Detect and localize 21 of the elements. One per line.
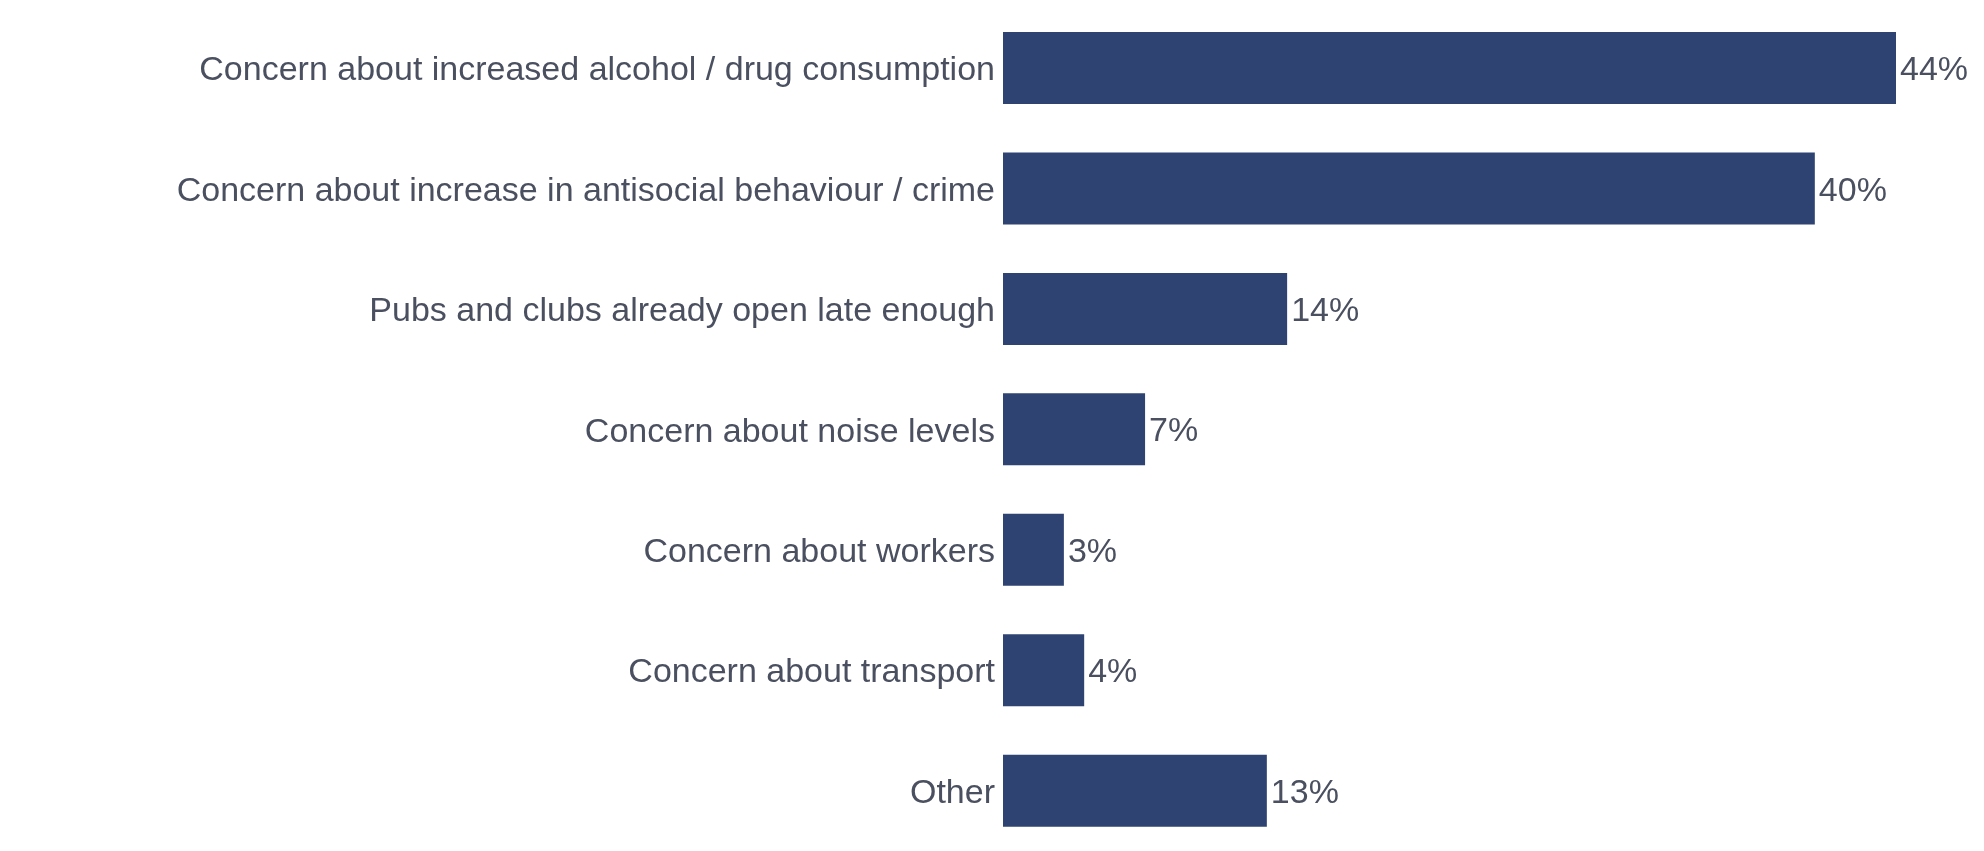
data-label: 4% xyxy=(1088,651,1138,690)
y-tick-label: Concern about noise levels xyxy=(584,410,995,449)
bar xyxy=(1003,634,1085,707)
data-label: 3% xyxy=(1067,530,1118,569)
data-label: 13% xyxy=(1270,771,1339,810)
data-label: 44% xyxy=(1900,49,1969,88)
y-tick-label: Other xyxy=(909,771,995,810)
data-label: 7% xyxy=(1149,410,1199,449)
y-tick-label: Concern about workers xyxy=(643,531,995,569)
bar xyxy=(1003,272,1288,345)
bar xyxy=(1003,754,1267,827)
y-tick-label: Pubs and clubs already open late enough xyxy=(369,290,995,329)
bar xyxy=(1003,393,1146,466)
bar xyxy=(1003,152,1815,225)
y-tick-label: Concern about increased alcohol / drug consumption xyxy=(199,49,995,88)
bar xyxy=(1003,513,1064,586)
data-label: 40% xyxy=(1818,169,1887,208)
bar xyxy=(1003,32,1896,105)
y-tick-label: Concern about increase in antisocial behaviour / crime xyxy=(176,169,995,208)
data-label: 14% xyxy=(1291,290,1360,329)
y-tick-label: Concern about transport xyxy=(628,651,996,690)
